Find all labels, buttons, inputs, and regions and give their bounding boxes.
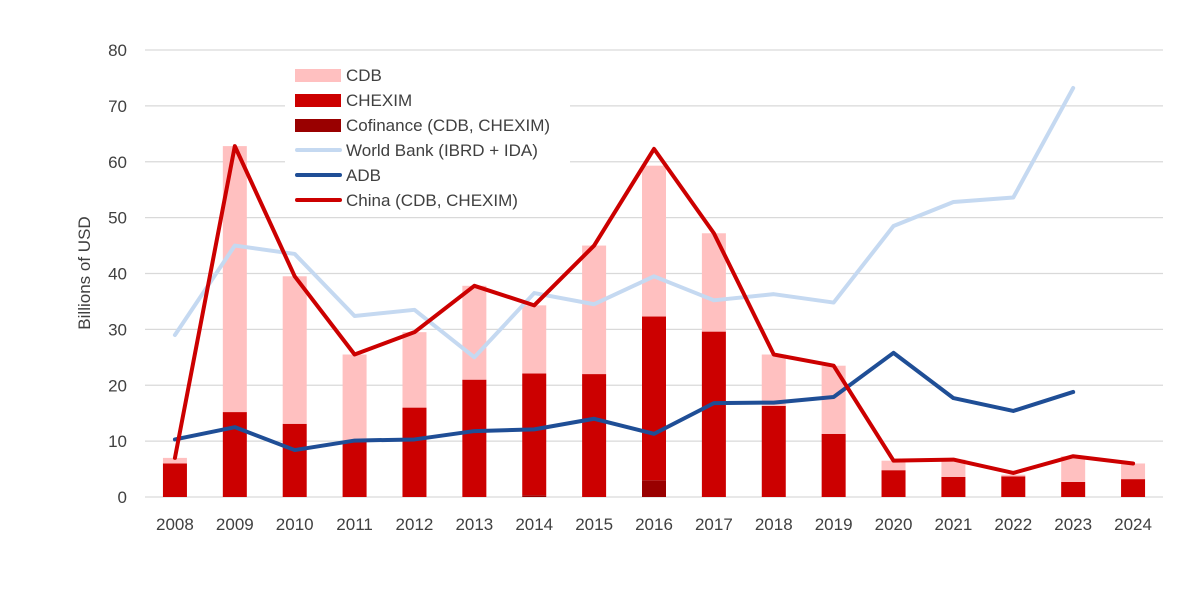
- bar-cdb: [162, 457, 187, 464]
- bar-chexim: [1121, 479, 1146, 497]
- y-tick-label: 30: [108, 320, 127, 339]
- x-tick-label: 2019: [815, 515, 853, 534]
- bar-chexim: [342, 441, 367, 497]
- legend-background: [285, 62, 570, 214]
- x-tick-label: 2024: [1114, 515, 1152, 534]
- bar-chexim: [222, 412, 247, 497]
- bars: [162, 146, 1146, 497]
- x-axis-ticks: 2008 2009 2010 2011 2012 2013 2014 2015 2016 2017…: [156, 515, 1152, 534]
- x-tick-label: 2013: [455, 515, 493, 534]
- legend-label: CDB: [346, 66, 382, 85]
- legend-label: China (CDB, CHEXIM): [346, 191, 518, 210]
- bar-chexim: [522, 373, 547, 496]
- legend-swatch: [295, 119, 341, 132]
- x-tick-label: 2022: [994, 515, 1032, 534]
- x-tick-label: 2023: [1054, 515, 1092, 534]
- bar-cdb: [342, 354, 367, 442]
- bar-cdb: [941, 459, 966, 477]
- bar-cdb: [582, 245, 607, 375]
- x-tick-label: 2015: [575, 515, 613, 534]
- bar-chexim: [761, 405, 786, 497]
- bar-cdb: [402, 332, 427, 408]
- x-tick-label: 2009: [216, 515, 254, 534]
- x-tick-label: 2010: [276, 515, 314, 534]
- y-axis-label: Billions of USD: [75, 216, 94, 329]
- y-tick-label: 60: [108, 153, 127, 172]
- y-axis-ticks: 0 10 20 30 40 50 60 70 80: [108, 41, 127, 507]
- bar-cdb: [522, 305, 547, 374]
- legend: CDB CHEXIM Cofinance (CDB, CHEXIM) World Ba…: [285, 62, 570, 214]
- x-tick-label: 2021: [934, 515, 972, 534]
- bar-chexim: [1061, 481, 1086, 497]
- bar-cdb: [282, 276, 307, 424]
- bar-chexim: [582, 374, 607, 497]
- lines: [172, 85, 1136, 475]
- bar-cdb: [1121, 463, 1146, 480]
- line-adb: [172, 350, 1076, 453]
- x-tick-label: 2011: [336, 515, 373, 534]
- bar-chexim: [282, 423, 307, 497]
- bar-chexim: [162, 463, 187, 497]
- x-tick-label: 2018: [755, 515, 793, 534]
- bar-cdb: [462, 285, 487, 380]
- x-tick-label: 2016: [635, 515, 673, 534]
- x-tick-label: 2020: [875, 515, 913, 534]
- bar-chexim: [941, 476, 966, 497]
- y-tick-label: 0: [118, 488, 127, 507]
- bar-cdb: [642, 165, 666, 317]
- legend-swatch: [295, 94, 341, 107]
- bar-cdb: [881, 460, 906, 471]
- legend-label: CHEXIM: [346, 91, 412, 110]
- legend-label: World Bank (IBRD + IDA): [346, 141, 538, 160]
- y-tick-label: 50: [108, 209, 127, 228]
- bar-cdb: [761, 354, 786, 406]
- y-tick-label: 20: [108, 376, 127, 395]
- bar-chexim: [462, 379, 487, 497]
- y-tick-label: 40: [108, 265, 127, 284]
- bar-chexim: [881, 470, 906, 497]
- x-tick-label: 2012: [396, 515, 434, 534]
- x-tick-label: 2017: [695, 515, 733, 534]
- y-tick-label: 80: [108, 41, 127, 60]
- line-world: [172, 85, 1076, 360]
- bar-chexim: [642, 316, 666, 481]
- bar-chexim: [821, 433, 846, 497]
- bar-cofinance: [522, 495, 547, 497]
- bar-chexim: [402, 407, 427, 497]
- legend-label: Cofinance (CDB, CHEXIM): [346, 116, 550, 135]
- bar-cofinance: [642, 480, 666, 497]
- x-tick-label: 2008: [156, 515, 194, 534]
- bar-chexim: [701, 331, 726, 497]
- x-tick-label: 2014: [515, 515, 553, 534]
- legend-swatch: [295, 69, 341, 82]
- y-tick-label: 10: [108, 432, 127, 451]
- legend-label: ADB: [346, 166, 381, 185]
- bar-cdb: [1001, 474, 1026, 477]
- y-tick-label: 70: [108, 97, 127, 116]
- bar-chexim: [1001, 476, 1026, 497]
